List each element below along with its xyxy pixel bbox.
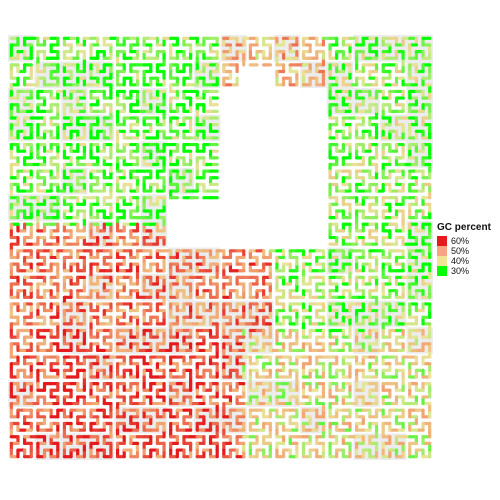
legend-swatch-50 <box>437 246 447 256</box>
hilbert-segments <box>9 36 432 459</box>
legend-item-40: 40% <box>437 256 497 266</box>
legend-title: GC percent <box>437 222 491 233</box>
legend-swatch-60 <box>437 236 447 246</box>
legend-label-60: 60% <box>451 236 470 246</box>
legend-label-30: 30% <box>451 266 470 276</box>
legend-label-40: 40% <box>451 256 470 266</box>
legend-item-50: 50% <box>437 246 497 256</box>
legend: GC percent 60% 50% 40% 30% <box>437 222 497 276</box>
legend-item-60: 60% <box>437 236 497 246</box>
legend-swatch-30 <box>437 266 447 276</box>
legend-label-50: 50% <box>451 246 470 256</box>
legend-item-30: 30% <box>437 266 497 276</box>
legend-swatch-40 <box>437 256 447 266</box>
